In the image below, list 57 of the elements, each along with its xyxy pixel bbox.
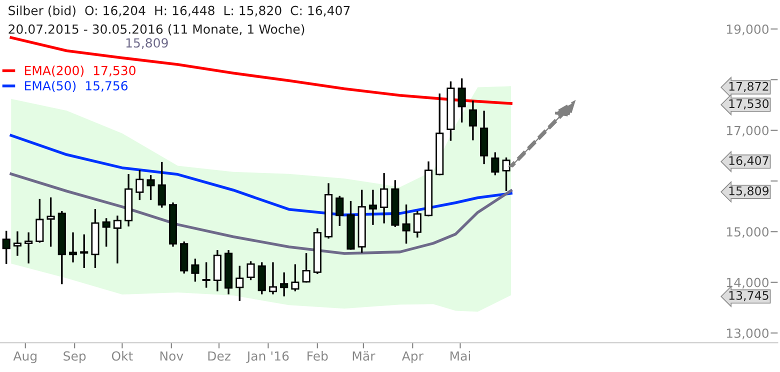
candlestick: [413, 211, 422, 238]
y-tick-label: 19,000: [726, 24, 768, 36]
chart-title: Silber (bid) O: 16,204 H: 16,448 L: 15,820 C: 16,407: [8, 6, 350, 17]
candlestick: [46, 197, 55, 247]
candlestick: [202, 262, 210, 288]
candlestick: [158, 162, 166, 208]
y-tick-label: 15,000: [726, 227, 768, 238]
text: 15,809: [126, 38, 168, 49]
y-tick-label: 17,000: [726, 126, 768, 137]
candlestick: [302, 253, 310, 283]
candlestick: [68, 232, 78, 262]
x-tick-label: Nov: [160, 351, 184, 361]
candlestick: [24, 232, 33, 264]
candlestick: [291, 264, 300, 292]
y-tick-label: 13,000: [726, 328, 768, 340]
y-tick-label: 13,745: [729, 290, 768, 302]
candlestick: [468, 100, 477, 140]
candlestick: [80, 234, 88, 268]
candlestick: [2, 230, 10, 264]
x-tick-label: Mai: [450, 351, 470, 361]
candlestick: [136, 170, 144, 200]
chart-subtitle: 20.07.2015 - 30.05.2016 (11 Monate, 1 Woche): [8, 24, 304, 36]
legend-label: EMA(50) 15,756: [24, 80, 128, 92]
candlestick: [280, 272, 288, 296]
line-series: [10, 134, 512, 216]
candlestick: [13, 231, 22, 256]
x-tick-label: Jan '16: [246, 351, 289, 364]
legend-label: EMA(200) 17,530: [24, 66, 136, 77]
y-tick-label: 15,809: [729, 186, 768, 197]
x-tick-label: Okt: [112, 351, 133, 361]
candlestick: [336, 196, 344, 226]
x-tick-label: Mär: [352, 351, 376, 361]
candlestick: [236, 266, 244, 301]
x-tick-label: Dez: [208, 351, 230, 361]
candlestick: [502, 157, 510, 191]
candlestick: [146, 175, 155, 200]
line-series: [10, 172, 512, 255]
x-tick-label: Feb: [308, 351, 328, 361]
candlestick: [113, 216, 122, 264]
candlestick: [380, 173, 388, 224]
candlestick: [191, 258, 200, 282]
x-tick-label: Sep: [64, 351, 86, 364]
y-tick-label: 16,407: [729, 156, 768, 166]
candlestick: [491, 152, 500, 176]
x-tick-label: Apr: [402, 351, 424, 364]
candlestick: [402, 204, 410, 244]
y-tick-label: 14,000: [726, 278, 768, 289]
x-tick-label: Aug: [13, 351, 36, 364]
candlestick: [102, 218, 110, 247]
line-series: [10, 36, 512, 105]
candlestick: [246, 261, 255, 280]
y-tick-label: 17,872: [729, 82, 768, 92]
candlestick: [368, 190, 377, 225]
candlestick: [36, 198, 44, 243]
candlestick: [458, 78, 466, 123]
candlestick: [268, 262, 277, 294]
y-tick-label: 17,530: [729, 99, 769, 110]
